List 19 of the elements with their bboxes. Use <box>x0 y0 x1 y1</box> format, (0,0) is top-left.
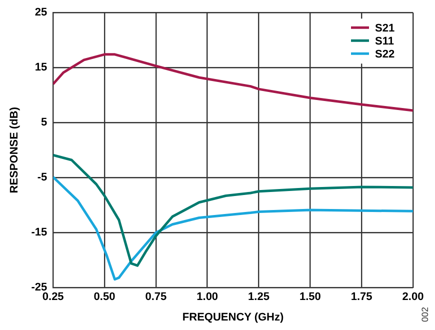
y-axis-title: RESPONSE (dB) <box>8 106 21 194</box>
x-tick-label: 1.00 <box>196 291 218 304</box>
x-tick-label: 0.50 <box>94 291 116 304</box>
legend-label: S22 <box>375 48 395 61</box>
legend-label: S21 <box>375 22 395 35</box>
x-tick-label: 1.75 <box>350 291 372 304</box>
y-tick-label: 25 <box>34 6 48 19</box>
x-tick-label: 0.75 <box>145 291 167 304</box>
y-tick-label: -5 <box>37 172 48 184</box>
x-axis-title: FREQUENCY (GHz) <box>182 311 284 324</box>
text: 002 <box>420 306 430 322</box>
x-tick-label: 1.25 <box>248 291 270 304</box>
y-tick-label: 5 <box>40 116 48 129</box>
x-tick-label: 2.00 <box>402 291 424 304</box>
y-tick-label: -15 <box>31 226 48 239</box>
legend-label: S11 <box>375 36 394 48</box>
x-tick-label: 1.50 <box>299 291 321 304</box>
y-tick-label: 15 <box>34 62 48 74</box>
x-tick-label: 0.25 <box>42 291 64 304</box>
